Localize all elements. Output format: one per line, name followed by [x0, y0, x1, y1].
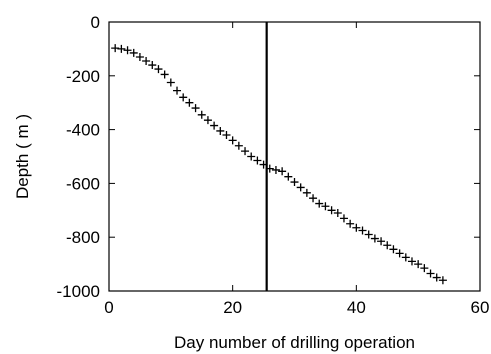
- data-point: [321, 202, 330, 211]
- y-tick-label: -800: [66, 228, 100, 247]
- data-point: [333, 208, 342, 217]
- y-tick-label: -1000: [57, 282, 100, 301]
- y-tick-label: -400: [66, 121, 100, 140]
- data-point: [197, 110, 206, 119]
- data-point: [117, 44, 126, 53]
- data-point: [407, 257, 416, 266]
- data-point: [148, 61, 157, 70]
- data-point: [216, 126, 225, 135]
- data-point: [284, 172, 293, 181]
- data-point: [309, 194, 318, 203]
- data-point: [259, 160, 268, 169]
- data-point: [222, 130, 231, 139]
- data-point: [210, 121, 219, 130]
- data-point: [129, 48, 138, 57]
- y-tick-label: -200: [66, 67, 100, 86]
- data-point: [160, 70, 169, 79]
- data-point: [395, 249, 404, 258]
- data-point: [364, 230, 373, 239]
- plot-area: [108, 21, 481, 292]
- x-tick-label: 0: [104, 298, 113, 317]
- data-point: [426, 269, 435, 278]
- data-point: [370, 234, 379, 243]
- data-point: [339, 214, 348, 223]
- data-points: [111, 44, 447, 285]
- data-point: [401, 253, 410, 262]
- data-point: [278, 167, 287, 176]
- x-axis-title: Day number of drilling operation: [174, 333, 415, 352]
- data-point: [290, 178, 299, 187]
- data-point: [265, 164, 274, 173]
- x-tick-label: 40: [347, 298, 366, 317]
- data-point: [271, 165, 280, 174]
- data-point: [166, 78, 175, 87]
- y-axis-title: Depth ( m ): [13, 114, 32, 199]
- data-point: [179, 93, 188, 102]
- data-point: [154, 65, 163, 74]
- data-point: [203, 116, 212, 125]
- data-point: [327, 206, 336, 215]
- data-point: [111, 44, 120, 53]
- x-tick-label: 20: [223, 298, 242, 317]
- data-point: [253, 156, 262, 165]
- data-point: [234, 141, 243, 150]
- data-point: [315, 199, 324, 208]
- x-axis: 0 20 40 60: [104, 22, 489, 317]
- data-point: [302, 188, 311, 197]
- data-point: [173, 86, 182, 95]
- data-point: [228, 136, 237, 145]
- data-point: [191, 104, 200, 113]
- x-tick-label: 60: [471, 298, 490, 317]
- data-point: [377, 237, 386, 246]
- data-point: [123, 46, 132, 55]
- data-point: [185, 98, 194, 107]
- data-point: [389, 245, 398, 254]
- data-point: [346, 219, 355, 228]
- data-point: [432, 273, 441, 282]
- y-axis: 0 -200 -400 -600 -800 -1000: [57, 13, 480, 301]
- data-point: [414, 260, 423, 269]
- plot-frame: [108, 21, 481, 292]
- data-point: [383, 241, 392, 250]
- data-point: [358, 226, 367, 235]
- data-point: [420, 264, 429, 273]
- data-point: [296, 183, 305, 192]
- data-point: [142, 57, 151, 66]
- data-point: [438, 276, 447, 285]
- data-point: [241, 147, 250, 156]
- y-tick-label: 0: [91, 13, 100, 32]
- data-point: [352, 223, 361, 232]
- data-point: [135, 52, 144, 61]
- y-tick-label: -600: [66, 174, 100, 193]
- data-point: [247, 152, 256, 161]
